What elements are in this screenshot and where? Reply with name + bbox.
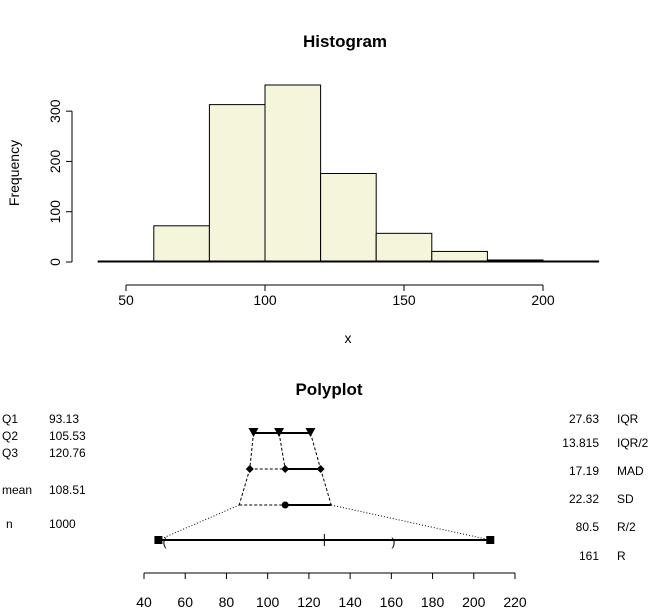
histogram-bars bbox=[97, 84, 600, 263]
stat-label: IQR bbox=[617, 412, 639, 426]
polyplot-title: Polyplot bbox=[295, 380, 362, 399]
histogram-bar bbox=[431, 250, 488, 263]
polyplot-panel: Polyplot Q1 93.13 Q2 105.53 Q3 120.76 mean 108.… bbox=[2, 380, 649, 610]
histogram-title: Histogram bbox=[303, 32, 387, 51]
y-tick-label: 300 bbox=[47, 99, 63, 123]
x-tick-label: 200 bbox=[462, 594, 486, 610]
y-tick-label: 200 bbox=[47, 150, 63, 174]
stat-label: SD bbox=[617, 492, 634, 506]
histogram-bar bbox=[264, 84, 322, 263]
x-tick-label: 220 bbox=[503, 594, 527, 610]
stat-label: Q2 bbox=[2, 429, 18, 443]
polyplot-marks: () bbox=[154, 428, 495, 549]
stat-value: 17.19 bbox=[569, 464, 599, 478]
histogram-x-label: x bbox=[345, 330, 352, 346]
x-tick-label: 100 bbox=[253, 292, 277, 308]
connector-line bbox=[249, 432, 255, 470]
connector-line bbox=[158, 504, 240, 541]
stat-value: 27.63 bbox=[569, 412, 599, 426]
x-tick-label: 150 bbox=[392, 292, 416, 308]
mad-point bbox=[316, 465, 325, 473]
quartile-marker bbox=[248, 428, 259, 437]
x-tick-label: 180 bbox=[421, 594, 445, 610]
stat-label: IQR/2 bbox=[617, 436, 649, 450]
y-tick-label: 0 bbox=[47, 258, 63, 266]
y-tick-label: 100 bbox=[47, 200, 63, 224]
stat-label: Q3 bbox=[2, 446, 18, 460]
stat-label: mean bbox=[2, 483, 32, 497]
stat-label: R/2 bbox=[617, 520, 636, 534]
connector-line bbox=[278, 432, 286, 470]
histogram-bar bbox=[153, 225, 210, 263]
range-right-paren: ) bbox=[391, 535, 395, 549]
x-tick-label: 80 bbox=[219, 594, 235, 610]
polyplot-right-stats: 27.63 IQR 13.815 IQR/2 17.19 MAD 22.32 SD 80.5 R/… bbox=[562, 412, 648, 563]
x-tick-label: 120 bbox=[297, 594, 321, 610]
histogram-y-axis: 0 100 200 300 bbox=[47, 99, 73, 266]
stat-value: 161 bbox=[579, 549, 599, 563]
x-tick-label: 50 bbox=[118, 292, 134, 308]
connector-line bbox=[238, 468, 251, 506]
stat-value: 22.32 bbox=[569, 492, 599, 506]
histogram-panel: Histogram 0 100 200 300 50 100 150 200 x Frequ… bbox=[6, 32, 600, 346]
connector-line bbox=[331, 504, 491, 541]
x-tick-label: 60 bbox=[177, 594, 193, 610]
stat-label: MAD bbox=[617, 464, 644, 478]
x-tick-label: 140 bbox=[338, 594, 362, 610]
histogram-bar bbox=[320, 173, 377, 263]
connector-line bbox=[320, 468, 332, 506]
stat-value: 80.5 bbox=[576, 520, 600, 534]
stat-label: n bbox=[6, 517, 13, 531]
stat-value: 1000 bbox=[49, 517, 76, 531]
connector-line bbox=[309, 432, 322, 470]
stat-value: 108.51 bbox=[49, 483, 86, 497]
polyplot-left-stats: Q1 93.13 Q2 105.53 Q3 120.76 mean 108.51 n 1000 bbox=[2, 412, 86, 531]
stat-label: R bbox=[617, 549, 626, 563]
stat-value: 13.815 bbox=[562, 436, 599, 450]
stat-value: 93.13 bbox=[49, 412, 79, 426]
range-left-paren: ( bbox=[163, 535, 167, 549]
x-tick-label: 100 bbox=[256, 594, 280, 610]
histogram-y-label: Frequency bbox=[6, 140, 22, 206]
stat-value: 105.53 bbox=[49, 429, 86, 443]
stat-label: Q1 bbox=[2, 412, 18, 426]
histogram-x-axis: 50 100 150 200 bbox=[118, 284, 555, 308]
histogram-bar bbox=[375, 232, 433, 263]
quartile-marker bbox=[305, 428, 316, 437]
x-tick-label: 40 bbox=[136, 594, 152, 610]
sd-center-point bbox=[281, 501, 289, 509]
x-tick-label: 200 bbox=[531, 292, 555, 308]
mad-point bbox=[281, 465, 290, 473]
x-tick-label: 160 bbox=[380, 594, 404, 610]
range-min-marker bbox=[154, 536, 163, 544]
range-max-marker bbox=[486, 536, 495, 544]
stat-value: 120.76 bbox=[49, 446, 86, 460]
polyplot-x-axis: 40 60 80 100 120 140 160 180 200 220 bbox=[136, 572, 527, 610]
mad-point bbox=[245, 465, 254, 473]
quartile-marker bbox=[274, 428, 285, 437]
histogram-bar bbox=[208, 104, 266, 263]
